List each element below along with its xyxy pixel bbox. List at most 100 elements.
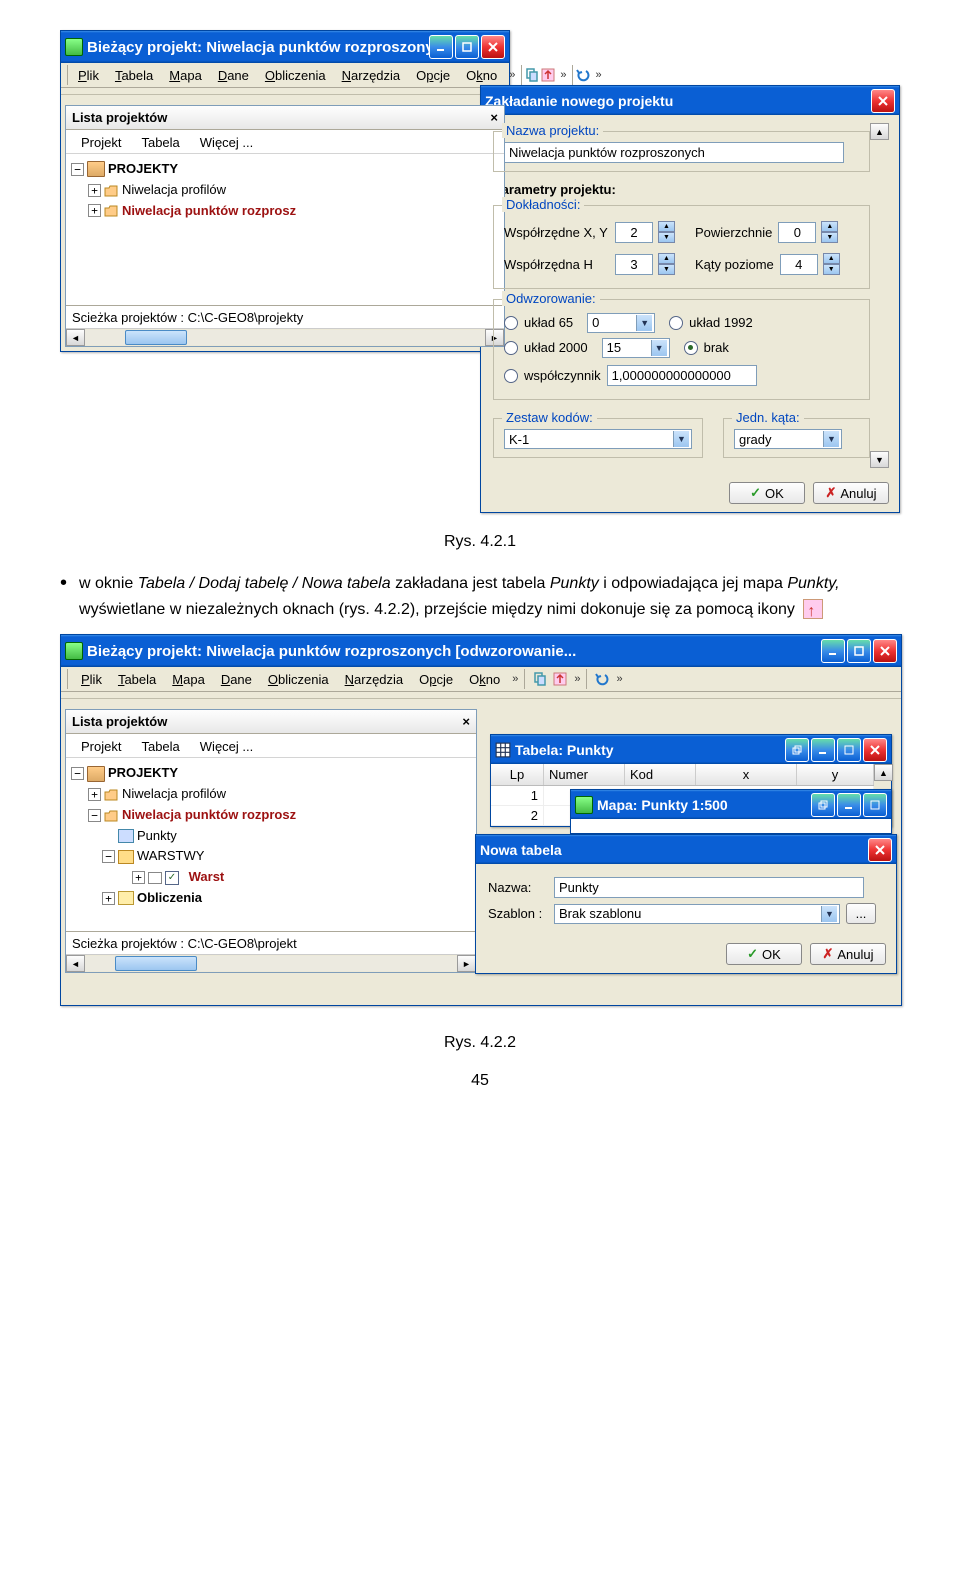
panel-close-icon[interactable]: × — [490, 110, 498, 125]
tree-item-1[interactable]: +Niwelacja profilów — [71, 180, 499, 201]
menu-okno[interactable]: Okno — [461, 670, 508, 689]
tab-wiecej[interactable]: Więcej ... — [190, 133, 263, 153]
menu-opcje[interactable]: Opcje — [411, 670, 461, 689]
copy-icon[interactable] — [530, 669, 550, 689]
browse-button[interactable]: ... — [846, 903, 876, 924]
codes-select[interactable]: K-1▼ — [504, 429, 692, 449]
radio-wspolczynnik[interactable]: współczynnik — [504, 365, 859, 386]
menu-obliczenia[interactable]: Obliczenia — [260, 670, 337, 689]
h-spinner[interactable]: ▲▼ — [658, 253, 675, 275]
minimize-button[interactable] — [837, 793, 861, 817]
close-button[interactable] — [871, 89, 895, 113]
minimize-button[interactable] — [821, 639, 845, 663]
uklad2000-select[interactable]: 15▼ — [602, 338, 670, 358]
tree-sub-warst[interactable]: +✓ Warst — [71, 867, 471, 888]
tree-root[interactable]: −PROJEKTY — [71, 159, 499, 180]
close-button[interactable] — [481, 35, 505, 59]
radio-brak[interactable]: brak — [684, 340, 729, 355]
toolbar-overflow[interactable]: » — [570, 673, 584, 685]
tree-item-2[interactable]: −Niwelacja punktów rozprosz — [71, 805, 471, 826]
menu-narzedzia[interactable]: Narzędzia — [334, 66, 409, 85]
scroll-thumb[interactable] — [115, 956, 197, 971]
pow-spinner[interactable]: ▲▼ — [821, 221, 838, 243]
tree-root[interactable]: −PROJEKTY — [71, 763, 471, 784]
tab-tabela[interactable]: Tabela — [131, 133, 189, 153]
menu-overflow[interactable]: » — [505, 69, 519, 81]
menu-narzedzia[interactable]: Narzędzia — [337, 670, 412, 689]
menu-dane[interactable]: Dane — [210, 66, 257, 85]
maximize-button[interactable] — [837, 738, 861, 762]
tab-projekt[interactable]: Projekt — [71, 133, 131, 153]
scroll-thumb[interactable] — [125, 330, 187, 345]
undo-icon[interactable] — [592, 669, 612, 689]
uklad65-select[interactable]: 0▼ — [587, 313, 655, 333]
menu-obliczenia[interactable]: Obliczenia — [257, 66, 334, 85]
radio-uklad2000[interactable]: układ 2000 — [504, 340, 588, 355]
kat-spinner[interactable]: ▲▼ — [823, 253, 840, 275]
wsp-input[interactable] — [607, 365, 757, 386]
menu-tabela[interactable]: Tabela — [110, 670, 164, 689]
panel-close-icon[interactable]: × — [462, 714, 470, 729]
menu-overflow[interactable]: » — [508, 673, 522, 685]
toolbar-overflow-2[interactable]: » — [591, 69, 605, 81]
xy-spinner[interactable]: ▲▼ — [658, 221, 675, 243]
minimize-button[interactable] — [811, 738, 835, 762]
tab-tabela[interactable]: Tabela — [131, 737, 189, 757]
switch-icon[interactable] — [540, 65, 556, 85]
restore-button[interactable] — [811, 793, 835, 817]
kat-input[interactable] — [780, 254, 818, 275]
angle-select[interactable]: grady▼ — [734, 429, 842, 449]
radio-uklad1992[interactable]: układ 1992 — [669, 315, 753, 330]
scroll-up-button[interactable]: ▲ — [870, 123, 889, 140]
h-scrollbar[interactable]: ◄ ► — [66, 328, 504, 346]
menu-okno[interactable]: Okno — [458, 66, 505, 85]
radio-uklad65[interactable]: układ 65 — [504, 315, 573, 330]
template-select[interactable]: Brak szablonu▼ — [554, 904, 840, 924]
pow-input[interactable] — [778, 222, 816, 243]
restore-button[interactable] — [785, 738, 809, 762]
maximize-button[interactable] — [847, 639, 871, 663]
menu-plik[interactable]: Plik — [73, 670, 110, 689]
menu-mapa[interactable]: Mapa — [164, 670, 213, 689]
ok-button[interactable]: ✓OK — [729, 482, 805, 504]
h-scrollbar[interactable]: ◄ ► — [66, 954, 476, 972]
switch-icon[interactable] — [550, 669, 570, 689]
tree-item-1[interactable]: +Niwelacja profilów — [71, 784, 471, 805]
table-name-input[interactable] — [554, 877, 864, 898]
copy-icon[interactable] — [524, 65, 540, 85]
menu-opcje[interactable]: Opcje — [408, 66, 458, 85]
scroll-right-button[interactable]: ► — [457, 955, 476, 972]
h-input[interactable] — [615, 254, 653, 275]
tree-sub-obliczenia[interactable]: +Obliczenia — [71, 888, 471, 909]
close-button[interactable] — [868, 838, 892, 862]
maximize-button[interactable] — [863, 793, 887, 817]
xy-input[interactable] — [615, 222, 653, 243]
undo-icon[interactable] — [575, 65, 591, 85]
maximize-button[interactable] — [455, 35, 479, 59]
cancel-button[interactable]: ✗Anuluj — [810, 943, 886, 965]
scroll-left-button[interactable]: ◄ — [66, 955, 85, 972]
tree-sub-warstwy[interactable]: −WARSTWY — [71, 846, 471, 867]
scroll-down-button[interactable]: ▼ — [870, 451, 889, 468]
cancel-button[interactable]: ✗Anuluj — [813, 482, 889, 504]
ok-button[interactable]: ✓OK — [726, 943, 802, 965]
tab-projekt[interactable]: Projekt — [71, 737, 131, 757]
toolbar-overflow-2[interactable]: » — [612, 673, 626, 685]
close-button[interactable] — [873, 639, 897, 663]
project-name-input[interactable] — [504, 142, 844, 163]
tab-wiecej[interactable]: Więcej ... — [190, 737, 263, 757]
tree-item-2[interactable]: +Niwelacja punktów rozprosz — [71, 201, 499, 222]
scroll-left-button[interactable]: ◄ — [66, 329, 85, 346]
layer-checkbox[interactable]: ✓ — [165, 871, 179, 885]
name-label: Nazwa: — [488, 880, 548, 895]
menu-tabela[interactable]: Tabela — [107, 66, 161, 85]
toolbar-overflow[interactable]: » — [556, 69, 570, 81]
close-button[interactable] — [863, 738, 887, 762]
menu-plik[interactable]: Plik — [70, 66, 107, 85]
minimize-button[interactable] — [429, 35, 453, 59]
menu-mapa[interactable]: Mapa — [161, 66, 210, 85]
menu-dane[interactable]: Dane — [213, 670, 260, 689]
tree-sub-punkty[interactable]: Punkty — [71, 826, 471, 847]
kat-label: Kąty poziome — [695, 257, 774, 272]
v-scrollbar[interactable]: ▲ ▼ — [870, 123, 887, 468]
